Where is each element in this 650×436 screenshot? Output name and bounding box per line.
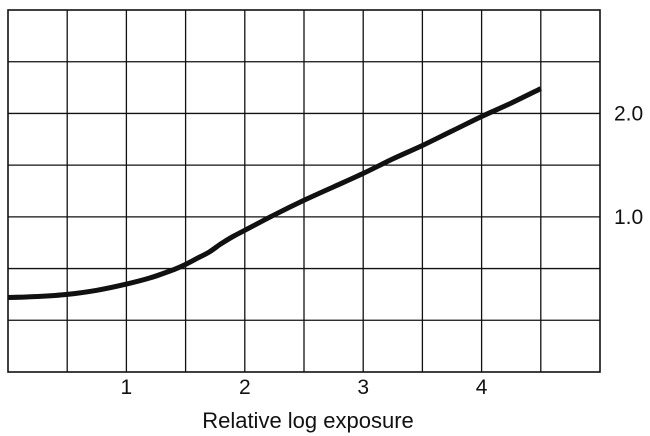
x-tick-label-4: 4	[476, 376, 488, 399]
x-axis-label: Relative log exposure	[202, 408, 414, 433]
x-tick-label-3: 3	[357, 376, 369, 399]
y-tick-label-1.0: 1.0	[614, 206, 643, 229]
y-tick-labels: 1.0 2.0	[614, 102, 643, 228]
x-tick-label-1: 1	[121, 376, 133, 399]
x-tick-labels: 1 2 3 4	[121, 376, 488, 399]
y-tick-label-2.0: 2.0	[614, 102, 643, 125]
x-tick-label-2: 2	[239, 376, 251, 399]
plot-frame	[7, 9, 601, 373]
series-line	[7, 86, 542, 300]
grid	[8, 10, 600, 372]
